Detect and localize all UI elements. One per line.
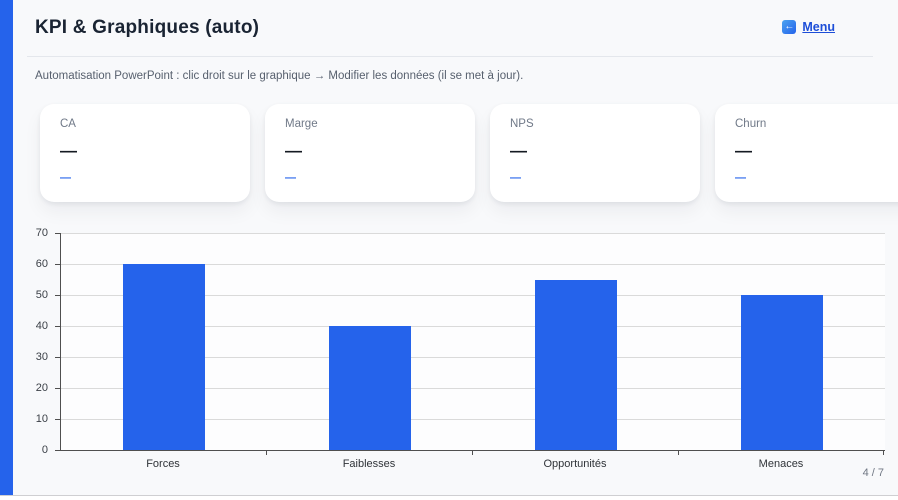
- kpi-label: Marge: [285, 118, 318, 130]
- y-axis-tick-label: 40: [35, 320, 48, 332]
- y-axis-tick: [55, 357, 60, 358]
- back-arrow-icon: ←: [782, 20, 797, 34]
- y-axis-tick-label: 60: [35, 258, 48, 270]
- kpi-value: —: [60, 141, 77, 160]
- kpi-subvalue: —: [510, 172, 521, 184]
- chart-gridline: [61, 326, 885, 327]
- chart-plot-area: [60, 233, 885, 451]
- kpi-card-nps: NPS — —: [490, 104, 700, 202]
- y-axis-tick: [55, 419, 60, 420]
- chart-gridline: [61, 357, 885, 358]
- chart-gridline: [61, 419, 885, 420]
- kpi-subvalue: —: [735, 172, 746, 184]
- kpi-subvalue: —: [60, 172, 71, 184]
- kpi-subvalue: —: [285, 172, 296, 184]
- chart-gridline: [61, 388, 885, 389]
- y-axis-tick-label: 0: [41, 444, 48, 456]
- y-axis-tick-label: 70: [35, 227, 48, 239]
- menu-link[interactable]: ← Menu: [782, 20, 835, 34]
- x-axis-category-label: Opportunités: [543, 458, 607, 470]
- kpi-label: CA: [60, 118, 76, 130]
- kpi-value: —: [735, 141, 752, 160]
- kpi-label: Churn: [735, 118, 767, 130]
- chart-gridline: [61, 233, 885, 234]
- x-axis-tick: [472, 451, 473, 455]
- header-divider: [27, 56, 873, 57]
- menu-link-label: Menu: [802, 20, 835, 34]
- kpi-value: —: [285, 141, 302, 160]
- kpi-label: NPS: [510, 118, 534, 130]
- kpi-card-marge: Marge — —: [265, 104, 475, 202]
- y-axis-tick: [55, 450, 60, 451]
- bar-opportunités: [535, 279, 617, 450]
- y-axis-tick-label: 10: [35, 413, 48, 425]
- y-axis-tick-label: 30: [35, 351, 48, 363]
- horizontal-scrollbar-track[interactable]: [0, 495, 898, 500]
- page-title: KPI & Graphiques (auto): [35, 17, 260, 38]
- kpi-card-churn: Churn — —: [715, 104, 898, 202]
- x-axis-tick: [266, 451, 267, 455]
- x-axis-category-label: Faiblesses: [342, 458, 396, 470]
- bar-faiblesses: [329, 326, 411, 450]
- chart-gridline: [61, 295, 885, 296]
- y-axis-tick: [55, 264, 60, 265]
- bar-forces: [123, 264, 205, 450]
- left-accent-bar: [0, 0, 13, 495]
- chart-gridline: [61, 264, 885, 265]
- y-axis-tick-label: 20: [35, 382, 48, 394]
- kpi-value: —: [510, 141, 527, 160]
- x-axis-category-label: Forces: [146, 458, 180, 470]
- kpi-cards-row: CA — — Marge — — NPS — — Churn — —: [40, 104, 898, 202]
- y-axis-tick: [55, 388, 60, 389]
- automation-note: Automatisation PowerPoint : clic droit s…: [35, 70, 524, 82]
- kpi-card-ca: CA — —: [40, 104, 250, 202]
- y-axis-tick: [55, 326, 60, 327]
- y-axis-tick: [55, 295, 60, 296]
- page-indicator: 4 / 7: [862, 467, 884, 479]
- x-axis-category-label: Menaces: [758, 458, 804, 470]
- y-axis-tick-label: 50: [35, 289, 48, 301]
- x-axis-tick: [883, 451, 884, 455]
- y-axis-tick: [55, 233, 60, 234]
- x-axis-tick: [678, 451, 679, 455]
- bar-menaces: [741, 295, 823, 450]
